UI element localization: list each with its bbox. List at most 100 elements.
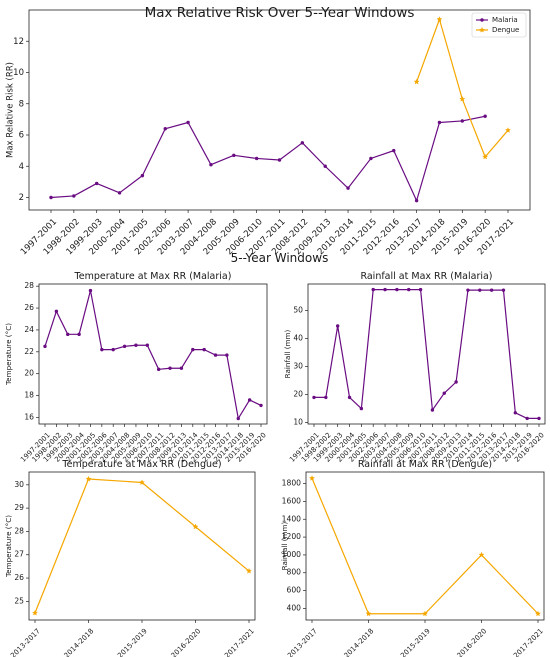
temp-dengue-data-point [246, 567, 252, 574]
temp-malaria-data-point [122, 344, 127, 349]
main-series-line [50, 115, 486, 202]
rain-malaria-data-point [489, 288, 494, 292]
temp-malaria-data-point [66, 332, 70, 337]
main-legend: Malaria Dengue [471, 12, 527, 38]
main-chart: Max Relative Risk Over 5--Year Windows Ma… [6, 5, 531, 265]
main-title: Max Relative Risk Over 5--Year Windows [145, 5, 415, 21]
main-x-axis-label: 5--Year Windows [231, 251, 329, 265]
temp-dengue-y-tick-label: 29 [14, 503, 24, 512]
main-data-point [163, 127, 167, 131]
temp-malaria-y-tick-label: 16 [24, 412, 34, 421]
temp-dengue-y-axis-label: Temperature (°C) [4, 515, 13, 578]
legend-entry-dengue: Dengue [492, 26, 519, 34]
rain-malaria-data-point [324, 395, 328, 400]
main-data-point [254, 156, 259, 161]
main-y-tick-label: 6 [19, 131, 24, 141]
main-data-point [140, 173, 145, 178]
temp-malaria-data-point [100, 347, 104, 352]
temp-malaria-series-0 [43, 288, 263, 421]
rain-malaria-data-point [312, 395, 316, 400]
temp-malaria-data-point [43, 344, 47, 349]
rain-dengue-data-point [478, 551, 485, 558]
rain-dengue-y-tick-label: 1600 [282, 496, 301, 505]
temp-dengue-title: Temperature at Max RR (Dengue) [61, 459, 221, 470]
temp-malaria-data-point [259, 403, 263, 408]
temp-malaria-data-point [145, 343, 150, 347]
rain-malaria-data-point [335, 324, 340, 328]
rain-dengue-title: Rainfall at Max RR (Dengue) [358, 459, 492, 470]
temp-dengue-data-point [139, 479, 145, 486]
main-y-tick-label: 2 [19, 193, 24, 203]
temp-dengue-y-tick-label: 25 [14, 596, 24, 605]
rain-malaria-data-point [359, 406, 364, 411]
main-data-point [436, 16, 443, 22]
temp-dengue-x-tick-label: 2014-2018 [63, 627, 96, 657]
main-data-point [346, 186, 350, 190]
temp-malaria-data-point [179, 366, 184, 370]
main-data-point [209, 162, 213, 167]
rain-malaria-y-tick-label: 10 [293, 418, 303, 427]
main-data-point [369, 156, 373, 161]
temp-malaria-plot-frame [38, 283, 268, 425]
rain-malaria-data-point [383, 287, 387, 292]
temp-dengue-x-tick-label: 2013-2017 [9, 627, 42, 657]
main-y-tick-label: 4 [19, 162, 24, 172]
legend-entry-malaria: Malaria [492, 16, 518, 24]
temp-malaria-data-point [225, 353, 229, 357]
rain-malaria-y-tick-label: 30 [293, 362, 303, 371]
main-data-point [414, 198, 419, 203]
rain-malaria-data-point [347, 395, 352, 400]
rain-malaria-data-point [454, 380, 458, 384]
rain-malaria-y-tick-label: 20 [293, 390, 303, 399]
legend-swatch-marker [479, 26, 485, 33]
temp-dengue-y-tick-label: 28 [14, 526, 24, 535]
main-y-tick-label: 10 [13, 68, 24, 78]
main-data-point [186, 120, 190, 125]
temp-malaria-y-tick-label: 28 [24, 281, 34, 290]
rain-dengue-series-0 [309, 475, 541, 617]
main-plot-frame [28, 9, 531, 211]
main-y-axis-label: Max Relative Risk (RR) [6, 62, 16, 158]
rain-dengue-y-tick-label: 1000 [282, 550, 301, 559]
main-data-point [505, 127, 511, 133]
temp-malaria-y-tick-label: 18 [24, 391, 34, 400]
rain-dengue-x-tick-label: 2013-2017 [286, 627, 319, 657]
rain-malaria-series-0 [312, 287, 541, 421]
rain-dengue-y-tick-label: 1200 [282, 532, 301, 541]
temp-malaria-data-point [191, 347, 195, 352]
temp-dengue-plot-frame [28, 471, 256, 621]
main-data-point [323, 164, 327, 168]
rain-malaria-chart: Rainfall at Max RR (Malaria) Rainfall (mm… [283, 271, 546, 464]
rain-malaria-y-axis-label: Rainfall (mm) [283, 329, 292, 378]
temp-dengue-chart: Temperature at Max RR (Dengue) Temperatur… [4, 459, 256, 657]
temp-malaria-data-point [213, 353, 218, 357]
temp-malaria-data-point [236, 416, 240, 421]
rain-malaria-series-line [314, 289, 539, 419]
rain-malaria-data-point [478, 288, 482, 292]
rain-malaria-data-point [466, 288, 470, 292]
main-data-point [482, 153, 489, 160]
rain-malaria-data-point [537, 416, 541, 421]
temp-malaria-data-point [156, 367, 161, 372]
main-data-point [392, 148, 396, 153]
temp-malaria-title: Temperature at Max RR (Malaria) [74, 271, 232, 282]
rain-dengue-chart: Rainfall at Max RR (Dengue) Rainfall (mm)… [280, 459, 545, 657]
rain-dengue-x-tick-label: 2016-2020 [456, 627, 489, 657]
main-series-line [416, 18, 509, 158]
rain-dengue-data-point [422, 610, 428, 617]
rain-dengue-y-tick-label: 800 [287, 568, 302, 577]
temp-dengue-series-0 [32, 475, 252, 616]
main-series-dengue [413, 16, 511, 160]
temp-malaria-y-axis-label: Temperature (°C) [4, 323, 13, 386]
main-data-point [72, 194, 76, 198]
temp-malaria-data-point [134, 343, 138, 347]
temp-malaria-data-point [168, 366, 172, 370]
rain-dengue-data-point [365, 610, 372, 617]
main-data-point [49, 195, 53, 200]
legend-swatch-marker [480, 18, 484, 22]
temp-dengue-data-point [85, 475, 92, 482]
rain-dengue-x-tick-label: 2017-2021 [512, 627, 545, 657]
rain-dengue-y-tick-label: 1400 [282, 514, 301, 523]
rain-malaria-data-point [430, 408, 435, 412]
main-data-point [300, 141, 305, 145]
